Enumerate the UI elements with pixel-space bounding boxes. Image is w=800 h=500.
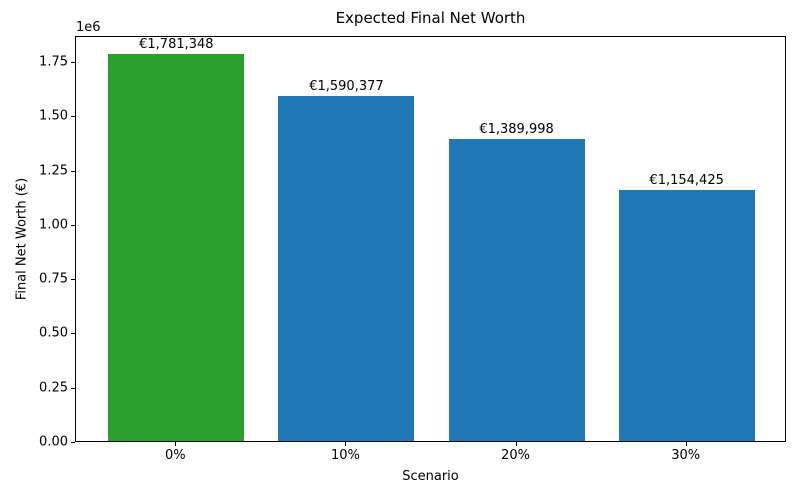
chart-title: Expected Final Net Worth (335, 9, 526, 27)
bar-0% (108, 54, 245, 441)
y-tick-mark (71, 279, 75, 281)
x-tick-mark (345, 442, 347, 446)
y-tick-label: 1.75 (39, 54, 68, 70)
y-tick-label: 1.50 (39, 108, 68, 124)
y-tick-label: 0.00 (39, 434, 68, 450)
y-tick-mark (71, 170, 75, 172)
plot-area: €1,781,348 €1,590,377 €1,389,998 €1,154,425 (75, 36, 786, 442)
y-tick-mark (71, 116, 75, 118)
bar-20% (448, 139, 585, 441)
y-tick-label: 1.25 (39, 163, 68, 179)
x-tick-label: 0% (165, 448, 186, 463)
y-axis-label: Final Net Worth (€) (14, 177, 30, 301)
x-tick-label: 30% (671, 448, 701, 463)
bar-value-label: €1,389,998 (479, 122, 554, 138)
y-tick-label: 0.75 (39, 271, 68, 287)
y-tick-mark (71, 62, 75, 64)
bar-30% (618, 190, 755, 441)
y-tick-label: 0.25 (39, 380, 68, 396)
x-tick-mark (515, 442, 517, 446)
y-axis-offset-text: 1e6 (76, 20, 101, 35)
y-tick-mark (71, 442, 75, 443)
bar-10% (278, 95, 415, 441)
x-axis-label: Scenario (402, 469, 459, 484)
bar-value-label: €1,781,348 (139, 37, 214, 53)
x-tick-mark (685, 442, 687, 446)
bar-value-label: €1,154,425 (649, 173, 724, 189)
y-tick-mark (71, 387, 75, 389)
x-tick-label: 10% (330, 448, 360, 463)
bar-value-label: €1,590,377 (309, 78, 384, 94)
y-tick-label: 1.00 (39, 217, 68, 233)
y-tick-mark (71, 224, 75, 226)
x-tick-mark (175, 442, 177, 446)
x-tick-label: 20% (501, 448, 530, 463)
y-tick-mark (71, 333, 75, 335)
y-tick-label: 0.50 (39, 325, 68, 341)
